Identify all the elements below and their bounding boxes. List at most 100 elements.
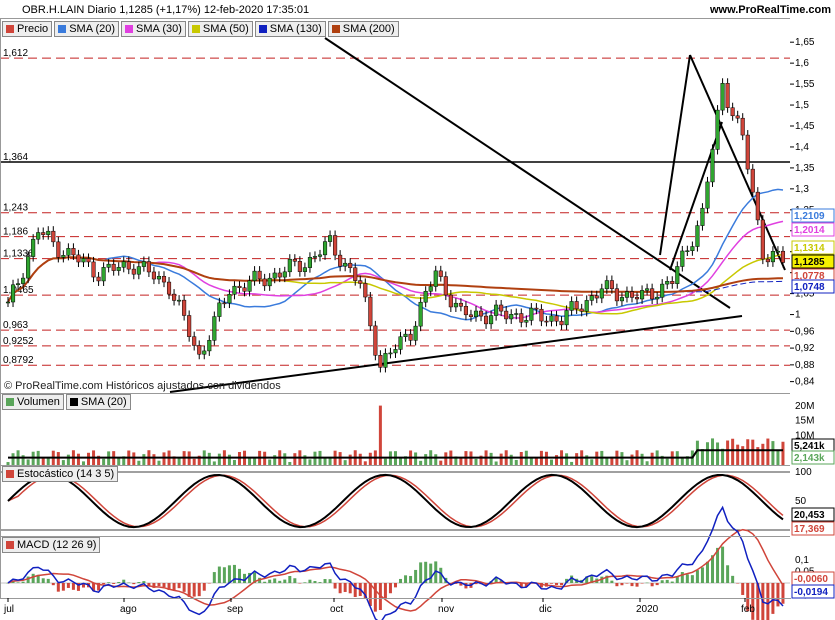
volume-bar	[565, 453, 569, 465]
macd-hist-bar	[399, 578, 403, 583]
level-label: 1,612	[3, 48, 28, 59]
legend-label: SMA (20)	[69, 23, 116, 35]
candle-body	[166, 281, 172, 295]
macd-hist-bar	[26, 576, 30, 583]
price-legend-item[interactable]: SMA (50)	[187, 21, 253, 37]
x-tick-label: feb	[741, 604, 755, 615]
volume-bar	[273, 455, 277, 465]
macd-hist-bar	[675, 575, 679, 583]
macd-hist-bar	[117, 581, 121, 583]
candle-body	[257, 270, 262, 280]
macd-legend-item[interactable]: MACD (12 26 9)	[2, 537, 101, 553]
macd-hist-bar	[524, 583, 528, 587]
volume-bar	[766, 438, 770, 465]
volume-bar	[142, 454, 146, 465]
price-tick-label: 0,84	[795, 377, 815, 388]
watermark: © ProRealTime.com Históricos ajustados c…	[4, 380, 281, 392]
x-tick-label: sep	[227, 604, 244, 615]
volume-legend-item[interactable]: SMA (20)	[65, 394, 131, 410]
stoch-legend-item[interactable]: Estocástico (14 3 5)	[2, 466, 119, 482]
candle-body	[378, 355, 383, 368]
candle-body	[695, 225, 700, 247]
macd-hist-bar	[182, 583, 186, 592]
macd-hist-bar	[122, 579, 126, 583]
level-label: 0,8792	[3, 355, 34, 366]
candle-body	[287, 258, 292, 273]
candle-body	[197, 345, 202, 355]
macd-hist-bar	[424, 561, 428, 583]
candle-body	[338, 254, 343, 267]
price-legend-item[interactable]: SMA (200)	[327, 21, 399, 37]
volume-bar	[685, 456, 689, 465]
macd-hist-bar	[383, 583, 387, 599]
price-tick-label: 1,3	[795, 184, 809, 195]
price-legend-item[interactable]: Precio	[2, 21, 53, 37]
candle-body	[675, 266, 680, 284]
macd-hist-bar	[610, 580, 614, 583]
macd-hist-bar	[152, 583, 156, 588]
macd-hist-bar	[685, 574, 689, 583]
stoch-badge	[791, 521, 835, 536]
volume-bar	[268, 459, 272, 465]
legend-label: Precio	[17, 23, 49, 35]
volume-bar	[227, 454, 231, 465]
price-badge	[791, 240, 835, 255]
macd-hist-bar	[751, 583, 755, 620]
macd-hist-bar	[555, 583, 559, 585]
candle-body	[393, 349, 398, 354]
candle-body	[31, 238, 36, 257]
macd-hist-bar	[615, 583, 619, 587]
macd-hist-bar	[645, 582, 649, 584]
volume-bar	[11, 453, 15, 465]
volume-bar	[534, 457, 538, 465]
volume-sma-line	[8, 449, 783, 459]
candle-body	[232, 285, 237, 295]
right-axis-area	[790, 18, 835, 598]
candle-body	[539, 308, 544, 322]
macd-hist-bar	[429, 563, 433, 583]
volume-bar	[605, 457, 609, 465]
macd-hist-bar	[61, 583, 65, 591]
x-tick-label: ago	[120, 604, 137, 615]
candle-body	[247, 280, 252, 292]
volume-bar	[132, 452, 136, 465]
macd-hist-bar	[16, 582, 20, 583]
volume-legend-item[interactable]: Volumen	[2, 394, 64, 410]
price-badge-label: 1,2109	[794, 211, 825, 222]
macd-hist-bar	[318, 582, 322, 583]
sma-20-line	[7, 188, 784, 321]
site-link[interactable]: www.ProRealTime.com	[709, 4, 831, 16]
macd-hist-bar	[690, 575, 694, 583]
candle-body	[494, 304, 499, 316]
price-badge-label: 1,0778	[794, 271, 825, 282]
candle-body	[604, 280, 609, 290]
macd-hist-bar	[333, 583, 337, 589]
volume-bar	[751, 439, 755, 465]
volume-bar	[117, 458, 121, 465]
price-tick-label: 1,4	[795, 142, 809, 153]
panel-frame	[0, 18, 791, 394]
volume-bar	[630, 454, 634, 465]
candle-body	[700, 207, 705, 226]
candle-body	[292, 258, 297, 262]
price-legend-item[interactable]: SMA (30)	[121, 21, 186, 37]
candle-body	[755, 191, 760, 221]
macd-hist-bar	[202, 583, 206, 591]
candle-body	[86, 258, 91, 263]
macd-hist-bar	[76, 583, 80, 591]
volume-badge	[791, 450, 835, 465]
macd-hist-bar	[766, 583, 770, 620]
price-tick-label: 1,05	[795, 289, 815, 300]
candle-body	[21, 277, 26, 284]
price-legend-item[interactable]: SMA (130)	[254, 21, 326, 37]
volume-bar	[555, 455, 559, 465]
volume-bar	[761, 443, 765, 465]
price-tick-label: 1,45	[795, 121, 815, 132]
price-legend-item[interactable]: SMA (20)	[54, 21, 120, 37]
macd-hist-bar	[268, 579, 272, 583]
candle-body	[534, 307, 539, 310]
volume-panel	[6, 405, 785, 465]
volume-bar	[122, 456, 126, 465]
trend-line	[659, 54, 691, 256]
candle-body	[509, 314, 514, 320]
